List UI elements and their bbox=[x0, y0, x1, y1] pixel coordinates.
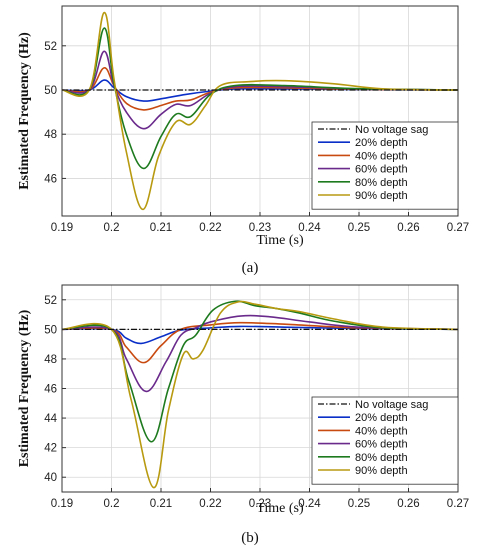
x-tick-label: 0.24 bbox=[298, 498, 321, 510]
subfigure-label-b: (b) bbox=[241, 530, 259, 546]
x-tick-label: 0.27 bbox=[447, 498, 469, 510]
legend-entry: 60% depth bbox=[355, 439, 408, 451]
legend-entry: 60% depth bbox=[355, 164, 408, 176]
x-tick-label: 0.25 bbox=[348, 222, 370, 234]
y-tick-label: 48 bbox=[44, 354, 57, 366]
x-tick-label: 0.23 bbox=[249, 222, 271, 234]
x-tick-label: 0.23 bbox=[249, 498, 271, 510]
x-tick-label: 0.19 bbox=[51, 222, 73, 234]
y-axis-label-b: Estimated Frequency (Hz) bbox=[17, 309, 32, 467]
x-tick-label: 0.2 bbox=[104, 498, 120, 510]
series-line-d80 bbox=[62, 27, 458, 170]
x-ticks-a: 0.19 0.2 0.21 0.22 0.23 0.24 0.25 0.26 0.27 bbox=[51, 212, 469, 234]
legend-entry: 20% depth bbox=[355, 412, 408, 424]
x-axis-label-b: Time (s) bbox=[256, 501, 304, 516]
legend-entry: 90% depth bbox=[355, 465, 408, 477]
y-tick-label: 46 bbox=[44, 384, 57, 396]
series-line-d80 bbox=[62, 300, 458, 443]
series-line-d90 bbox=[62, 11, 458, 211]
y-tick-label: 40 bbox=[44, 472, 57, 484]
legend-entry: 40% depth bbox=[355, 425, 408, 437]
x-tick-label: 0.2 bbox=[104, 222, 120, 234]
y-tick-label: 46 bbox=[44, 173, 57, 185]
series-group-a bbox=[62, 11, 458, 211]
series-group-b bbox=[62, 300, 458, 489]
legend-entry: 40% depth bbox=[355, 150, 408, 162]
x-tick-label: 0.26 bbox=[397, 222, 419, 234]
x-axis-label-a: Time (s) bbox=[256, 233, 304, 248]
y-tick-label: 52 bbox=[44, 295, 57, 307]
legend-entry: 80% depth bbox=[355, 177, 408, 189]
legend-entry: No voltage sag bbox=[355, 124, 428, 136]
x-tick-label: 0.19 bbox=[51, 498, 73, 510]
x-tick-label: 0.27 bbox=[447, 222, 469, 234]
subfigure-label-a: (a) bbox=[242, 260, 259, 276]
series-line-d40 bbox=[62, 67, 458, 111]
y-tick-label: 50 bbox=[44, 324, 57, 336]
series-line-d90 bbox=[62, 300, 458, 489]
chart-a: 0.19 0.2 0.21 0.22 0.23 0.24 0.25 0.26 0.27 46 48… bbox=[17, 5, 469, 276]
y-tick-label: 44 bbox=[44, 413, 57, 425]
legend-entry: 20% depth bbox=[355, 137, 408, 149]
series-line-d60 bbox=[62, 50, 458, 130]
x-tick-label: 0.25 bbox=[348, 498, 370, 510]
x-tick-label: 0.22 bbox=[199, 498, 221, 510]
x-ticks-b: 0.19 0.2 0.21 0.22 0.23 0.24 0.25 0.26 0.27 bbox=[51, 488, 469, 510]
legend-entry: No voltage sag bbox=[355, 399, 428, 411]
y-ticks-b: 40 42 44 46 48 50 52 bbox=[44, 295, 66, 484]
y-axis-label-a: Estimated Frequency (Hz) bbox=[17, 32, 32, 190]
series-line-d20 bbox=[62, 79, 458, 102]
y-ticks-a: 46 48 50 52 bbox=[44, 41, 66, 185]
chart-b: 0.19 0.2 0.21 0.22 0.23 0.24 0.25 0.26 0.27 40 42… bbox=[17, 284, 469, 546]
legend-entry: 90% depth bbox=[355, 190, 408, 202]
x-tick-label: 0.24 bbox=[298, 222, 321, 234]
x-tick-label: 0.21 bbox=[150, 498, 172, 510]
x-tick-label: 0.22 bbox=[199, 222, 221, 234]
legend-entry: 80% depth bbox=[355, 452, 408, 464]
y-tick-label: 42 bbox=[44, 443, 57, 455]
x-tick-label: 0.21 bbox=[150, 222, 172, 234]
x-tick-label: 0.26 bbox=[397, 498, 419, 510]
y-tick-label: 50 bbox=[44, 85, 57, 97]
y-tick-label: 52 bbox=[44, 41, 57, 53]
series-line-d60 bbox=[62, 314, 458, 393]
y-tick-label: 48 bbox=[44, 129, 57, 141]
